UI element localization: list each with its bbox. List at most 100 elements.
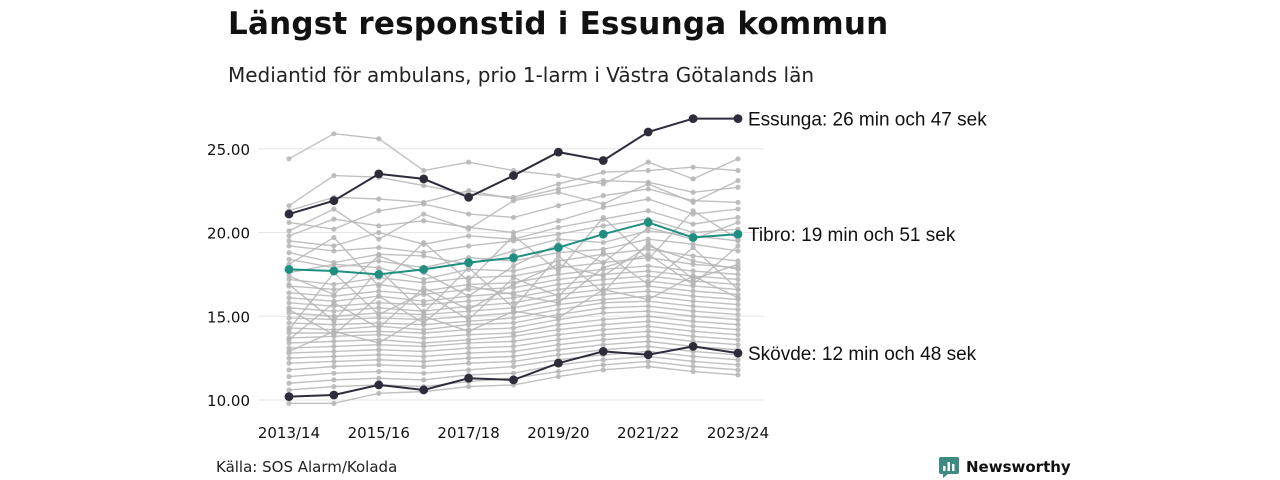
series-point	[645, 159, 651, 165]
series-point	[510, 338, 517, 344]
series-point	[421, 330, 427, 336]
series-point	[690, 268, 696, 274]
series-point	[374, 269, 384, 279]
series-point	[331, 370, 337, 376]
series-point	[645, 303, 651, 309]
series-point	[510, 275, 517, 281]
series-point	[555, 189, 562, 195]
series-label: Skövde: 12 min och 48 sek	[748, 344, 977, 365]
series-point	[421, 218, 427, 224]
series-point	[464, 192, 473, 202]
background-series-line	[286, 313, 741, 341]
series-point	[376, 136, 382, 142]
series-point	[690, 313, 696, 319]
series-point	[376, 375, 382, 381]
series-point	[555, 181, 562, 187]
series-point	[329, 196, 339, 206]
series-point	[735, 301, 741, 308]
series-point	[690, 358, 696, 365]
series-point	[331, 243, 337, 249]
series-point	[690, 293, 696, 299]
series-point	[466, 278, 472, 284]
series-point	[419, 385, 429, 395]
series-point	[600, 317, 606, 323]
series-point	[690, 328, 696, 334]
series-point	[286, 355, 292, 361]
series-point	[733, 114, 743, 123]
series-point	[286, 256, 292, 262]
series-point	[331, 377, 337, 383]
series-point	[690, 288, 696, 294]
series-point	[376, 352, 382, 358]
series-point	[376, 332, 382, 338]
series-point	[466, 233, 472, 239]
series-point	[286, 380, 292, 386]
series-point	[286, 203, 292, 209]
background-series-line	[286, 177, 741, 242]
series-point	[331, 300, 337, 306]
series-point	[286, 233, 292, 239]
series-point	[600, 300, 606, 306]
series-point	[510, 291, 517, 298]
series-point	[286, 273, 292, 279]
series-point	[645, 167, 651, 174]
series-point	[555, 253, 562, 259]
series-point	[509, 375, 518, 385]
series-point	[466, 350, 472, 356]
series-point	[555, 368, 562, 375]
series-point	[421, 353, 427, 360]
series-point	[735, 367, 741, 373]
brand: Newsworthy	[938, 456, 1071, 478]
series-point	[466, 322, 472, 328]
series-point	[510, 281, 517, 288]
series-point	[510, 353, 517, 360]
series-point	[688, 114, 698, 123]
series-point	[690, 176, 696, 182]
background-series-line	[286, 323, 741, 351]
series-point	[690, 318, 696, 324]
series-point	[466, 340, 472, 346]
series-point	[735, 295, 741, 301]
series-point	[286, 243, 292, 249]
series-point	[419, 174, 429, 184]
x-tick-label: 2019/20	[527, 424, 589, 442]
series-point	[555, 352, 562, 358]
series-point	[555, 172, 562, 179]
series-point	[600, 332, 606, 338]
series-point	[421, 290, 427, 296]
series-point	[690, 164, 696, 170]
series-point	[600, 239, 606, 246]
series-point	[690, 253, 696, 259]
series-labels: Essunga: 26 min och 47 sek Tibro: 19 min …	[748, 110, 987, 366]
series-point	[510, 363, 517, 370]
series-point	[600, 273, 606, 279]
series-point	[645, 256, 651, 262]
series-point	[735, 342, 741, 348]
series-point	[643, 127, 653, 137]
series-point	[555, 315, 562, 321]
series-point	[286, 320, 292, 326]
series-point	[735, 286, 741, 293]
series-point	[284, 209, 294, 219]
series-point	[376, 325, 382, 331]
series-point	[376, 208, 382, 214]
chart-title: Längst responstid i Essunga kommun	[228, 6, 889, 42]
y-tick-label: 10.00	[207, 392, 250, 410]
series-point	[600, 342, 606, 348]
series-point	[735, 372, 741, 378]
series-point	[510, 358, 517, 365]
series-label: Essunga: 26 min och 47 sek	[748, 110, 987, 131]
series-point	[376, 236, 382, 242]
series-point	[600, 193, 606, 199]
series-point	[735, 214, 741, 221]
series-point	[331, 308, 337, 314]
series-point	[645, 268, 651, 274]
series-point	[690, 303, 696, 309]
series-point	[735, 261, 741, 267]
series-point	[376, 347, 382, 353]
series-point	[286, 250, 292, 256]
brand-name: Newsworthy	[966, 458, 1071, 476]
series-point	[286, 228, 292, 234]
series-point	[645, 313, 651, 319]
series-point	[555, 347, 562, 353]
